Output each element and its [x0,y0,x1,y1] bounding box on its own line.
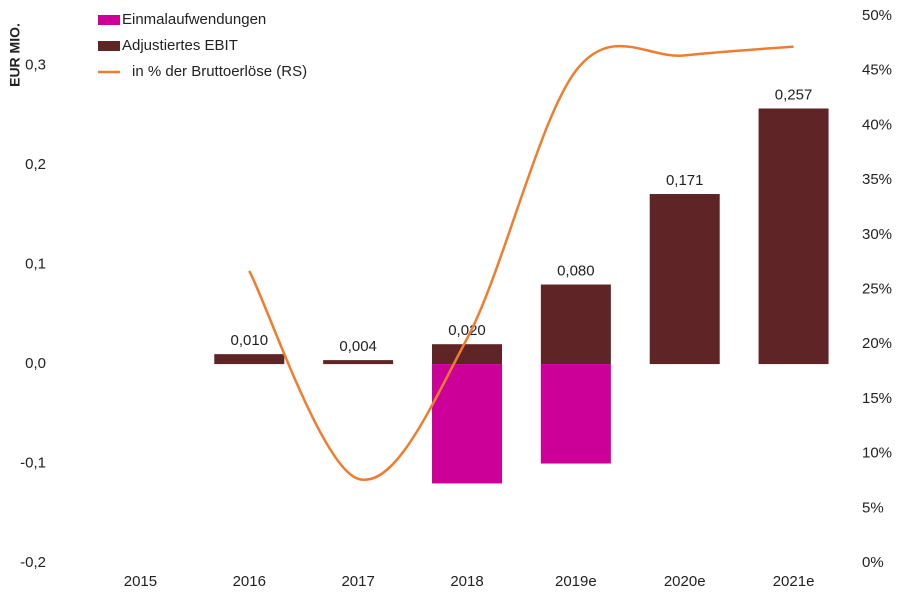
x-tick-label: 2020e [664,573,706,590]
y-tick-label: 0,2 [25,156,46,173]
data-label: 0,080 [557,262,595,279]
x-tick-label: 2019e [555,573,597,590]
legend-label: in % der Bruttoerlöse (RS) [132,63,307,80]
y2-tick-label: 5% [862,499,884,516]
y-axis-title: EUR MIO. [7,23,23,87]
bar [323,360,394,365]
legend-label: Einmalaufwendungen [122,11,266,28]
line [248,44,794,482]
y2-tick-label: 0% [862,554,884,571]
bar [432,364,502,484]
y2-tick-label: 50% [862,7,892,24]
data-label: 0,257 [775,86,813,103]
bar [214,354,285,365]
y-tick-label: -0,1 [20,455,46,472]
x-tick-label: 2016 [233,573,266,590]
x-tick-label: 2021e [773,573,815,590]
y-tick-label: 0,3 [25,57,46,74]
bar [649,194,720,365]
y2-tick-label: 35% [862,171,892,188]
y-tick-label: 0,0 [25,355,46,372]
y2-tick-label: 30% [862,226,892,243]
y2-tick-label: 40% [862,116,892,133]
data-label: 0,010 [231,332,269,349]
y-tick-label: 0,1 [25,256,46,273]
y2-tick-label: 10% [862,445,892,462]
x-tick-label: 2017 [341,573,374,590]
bar [758,108,829,365]
y2-tick-label: 45% [862,62,892,79]
data-label: 0,020 [448,322,486,339]
data-label: 0,171 [666,172,704,189]
x-tick-label: 2015 [124,573,157,590]
bar [540,284,611,365]
x-tick-label: 2018 [450,573,483,590]
y-tick-label: -0,2 [20,554,46,571]
legend-label: Adjustiertes EBIT [122,37,238,54]
bar [540,364,611,464]
y2-tick-label: 25% [862,280,892,297]
data-label: 0,004 [339,338,377,355]
legend-swatch [98,41,120,51]
legend-swatch [98,15,120,25]
bar [432,344,502,365]
y2-tick-label: 20% [862,335,892,352]
y2-tick-label: 15% [862,390,892,407]
